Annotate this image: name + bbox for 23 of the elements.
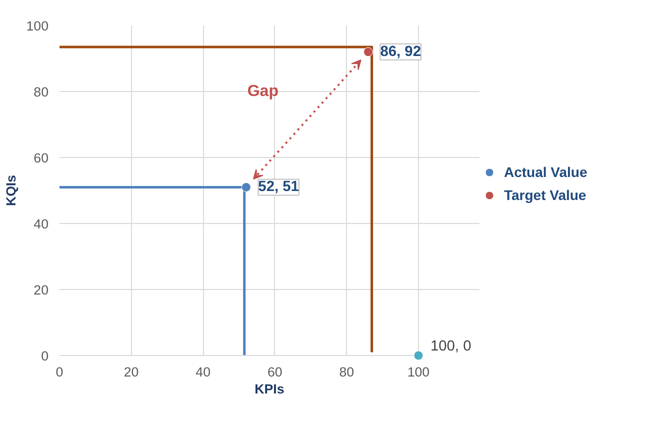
annotation: Gap: [247, 82, 279, 100]
x-tick-label: 60: [267, 364, 282, 380]
x-tick-label: 40: [196, 364, 211, 380]
x-tick-label: 0: [56, 364, 64, 380]
x-tick-label: 20: [124, 364, 139, 380]
point: [241, 182, 251, 192]
x-axis-title: KPIs: [254, 382, 284, 396]
point: [414, 350, 424, 360]
y-tick-label: 20: [34, 282, 49, 298]
legend-label: Target Value: [504, 187, 586, 203]
y-tick-label: 80: [34, 84, 49, 100]
y-tick-label: 100: [26, 18, 49, 34]
point: [363, 47, 373, 57]
y-axis-title: KQIs: [3, 174, 18, 206]
y-tick-label: 0: [41, 348, 49, 364]
x-tick-label: 100: [407, 364, 430, 380]
y-tick-label: 40: [34, 216, 49, 232]
data-label: 86, 92: [380, 44, 421, 60]
x-tick-label: 80: [339, 364, 354, 380]
y-tick-label: 60: [34, 150, 49, 166]
legend-label: Actual Value: [504, 164, 588, 180]
data-label: 100, 0: [430, 338, 472, 354]
data-label: 52, 51: [258, 179, 299, 196]
